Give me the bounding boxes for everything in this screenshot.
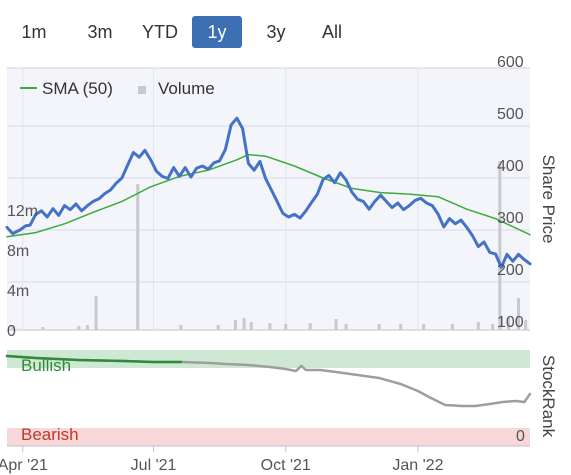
volume-tick-label: 4m — [7, 283, 29, 300]
legend-volume-label: Volume — [158, 79, 215, 98]
price-tick-label: 600 — [497, 54, 524, 71]
gridlines — [7, 67, 530, 447]
volume-bar — [344, 324, 348, 330]
volume-bar — [284, 324, 288, 330]
legend-volume-marker — [138, 86, 146, 94]
volume-bar — [422, 324, 426, 330]
range-1m-button[interactable]: 1m — [21, 22, 47, 42]
volume-bar — [498, 161, 502, 330]
legend-sma-label: SMA (50) — [42, 79, 113, 98]
share-price-line — [5, 116, 532, 269]
range-3m-button[interactable]: 3m — [87, 22, 113, 42]
volume-bar — [308, 323, 312, 330]
volume-bar — [524, 320, 528, 330]
volume-bar — [506, 318, 510, 330]
x-tick-label: Oct '21 — [261, 457, 311, 474]
range-3y-button[interactable]: 3y — [266, 22, 286, 42]
volume-bar — [334, 319, 338, 330]
volume-bar — [11, 326, 15, 330]
sma-50-line — [6, 153, 531, 238]
volume-bar — [242, 318, 246, 330]
volume-bar — [268, 323, 272, 330]
x-tick-label: Jan '22 — [392, 457, 443, 474]
price-tick-label: 200 — [497, 262, 524, 279]
volume-bar — [399, 324, 403, 330]
stockrank-axis-title: StockRank — [539, 355, 558, 438]
volume-tick-label: 0 — [7, 323, 16, 340]
volume-bar — [249, 322, 253, 330]
volume-bar — [517, 298, 521, 330]
price-plot-area — [7, 68, 530, 330]
share-price-axis-title: Share Price — [539, 155, 558, 244]
rank-bands: Bullish Bearish — [7, 350, 530, 446]
volume-bar — [233, 320, 237, 330]
volume-bar — [94, 296, 98, 330]
volume-bar — [41, 327, 45, 330]
bearish-band — [7, 428, 530, 446]
volume-bar — [476, 322, 480, 330]
bullish-band — [7, 350, 530, 368]
volume-bar — [216, 325, 220, 330]
volume-bars — [11, 161, 528, 330]
price-tick-label: 100 — [497, 314, 524, 331]
volume-bar — [377, 324, 381, 330]
price-tick-label: 300 — [497, 210, 524, 227]
price-tick-label: 500 — [497, 106, 524, 123]
range-1y-button[interactable]: 1y — [192, 16, 242, 48]
axis-labels: 600 500 400 300 200 100 12m 8m 4m 0 0 Apr '21 Jul '2… — [0, 54, 525, 474]
stockrank-bullish-segment — [5, 354, 183, 364]
bearish-band-label: Bearish — [21, 425, 79, 444]
bullish-band-label: Bullish — [21, 356, 71, 375]
volume-bar — [85, 325, 89, 330]
volume-bar — [136, 184, 140, 330]
x-tick-label: Jul '21 — [131, 457, 177, 474]
range-ytd-button[interactable]: YTD — [142, 22, 178, 42]
price-tick-label: 400 — [497, 158, 524, 175]
range-all-button[interactable]: All — [321, 22, 342, 42]
volume-bar — [491, 324, 495, 330]
volume-tick-label: 8m — [7, 243, 29, 260]
volume-bar — [77, 326, 81, 330]
volume-bar — [179, 325, 183, 330]
series-lines — [5, 116, 532, 408]
stockrank-tick-label: 0 — [516, 428, 525, 445]
volume-bar — [450, 324, 454, 330]
legend: SMA (50) Volume — [20, 79, 215, 98]
volume-tick-label: 12m — [7, 203, 38, 220]
x-tick-label: Apr '21 — [0, 457, 48, 474]
